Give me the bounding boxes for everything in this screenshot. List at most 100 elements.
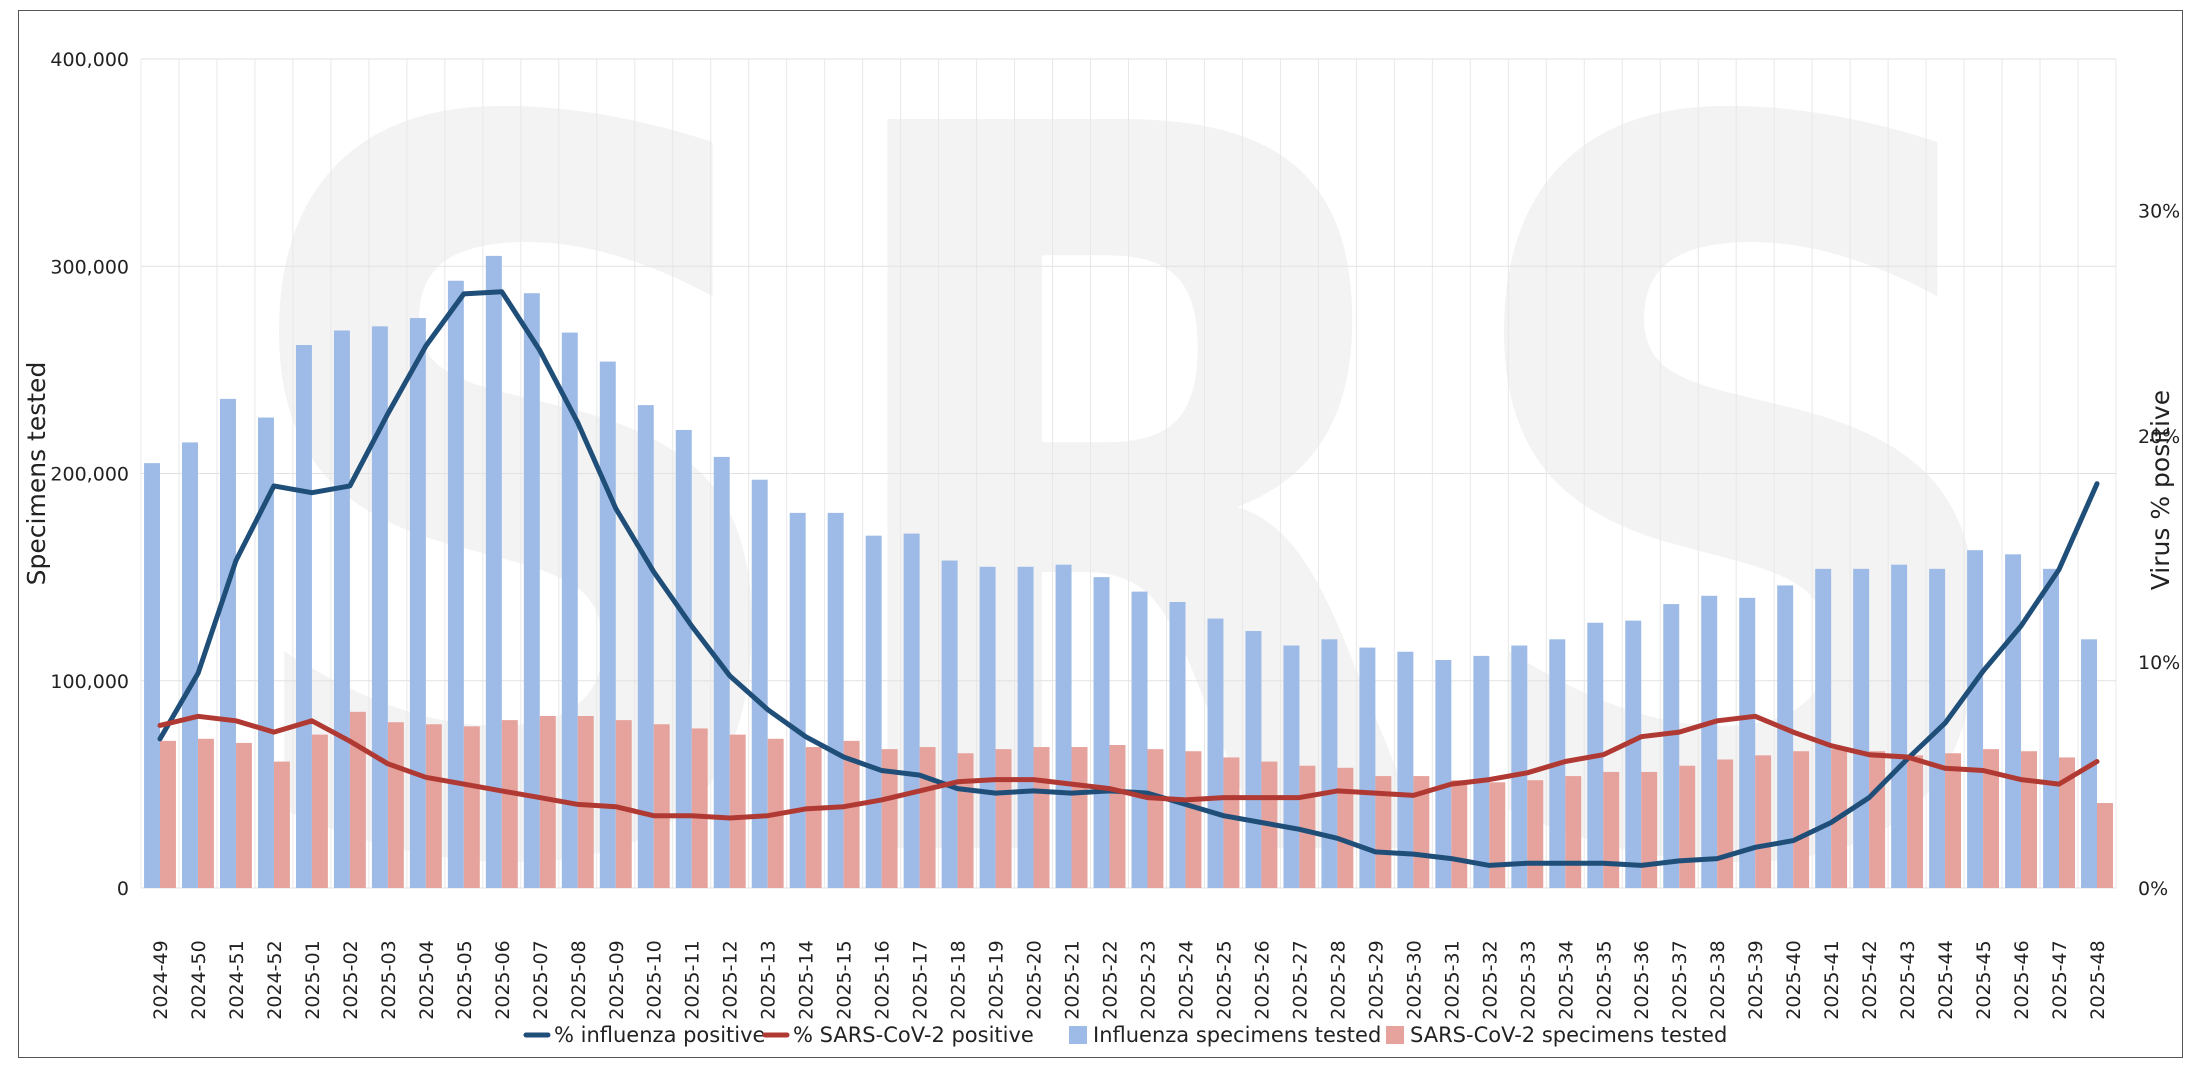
influenza-specimens-bar [1017, 566, 1034, 888]
influenza-specimens-bar [333, 330, 350, 888]
x-tick-label: 2025-19 [986, 940, 1008, 1019]
sars-cov-2-specimens-bar [1641, 771, 1658, 888]
y2-tick-label: 10% [2138, 652, 2180, 674]
influenza-specimens-bar [1359, 647, 1376, 888]
legend-label: SARS-CoV-2 specimens tested [1410, 1023, 1727, 1047]
influenza-specimens-bar [1435, 660, 1452, 888]
sars-cov-2-specimens-bar [1755, 755, 1772, 888]
x-tick-label: 2025-32 [1479, 940, 1501, 1019]
influenza-specimens-bar [561, 332, 578, 888]
x-tick-label: 2025-46 [2011, 940, 2033, 1019]
influenza-specimens-bar [1397, 651, 1414, 888]
sars-cov-2-specimens-bar [1793, 751, 1810, 888]
influenza-specimens-bar [182, 442, 198, 888]
x-tick-label: 2024-51 [226, 940, 248, 1019]
influenza-specimens-bar [1815, 568, 1832, 888]
x-tick-label: 2025-33 [1517, 940, 1539, 1019]
influenza-specimens-bar [1245, 631, 1262, 888]
x-tick-label: 2025-38 [1707, 940, 1729, 1019]
legend-label: Influenza specimens tested [1093, 1023, 1381, 1047]
x-tick-label: 2025-41 [1821, 940, 1843, 1019]
sars-cov-2-specimens-bar [1717, 759, 1734, 888]
sars-cov-2-specimens-bar [1223, 757, 1240, 888]
sars-cov-2-specimens-bar [1185, 751, 1202, 888]
x-tick-label: 2025-37 [1669, 940, 1691, 1019]
sars-cov-2-specimens-bar [159, 740, 176, 888]
x-tick-label: 2025-29 [1365, 940, 1387, 1019]
x-tick-label: 2025-20 [1024, 940, 1046, 1019]
influenza-specimens-bar [979, 566, 996, 888]
influenza-specimens-bar [1701, 595, 1718, 888]
influenza-specimens-bar [1663, 604, 1680, 888]
x-tick-label: 2025-25 [1213, 940, 1235, 1019]
sars-cov-2-specimens-bar [1679, 765, 1696, 888]
sars-cov-2-specimens-bar [957, 753, 974, 888]
influenza-specimens-bar [1473, 655, 1490, 888]
chart-frame: SRS 0 100,000 200,000 300,000 400,000 0% 10% 20… [18, 10, 2183, 1059]
sars-cov-2-specimens-bar [995, 749, 1012, 888]
y-axis-title: Specimens tested [22, 362, 51, 586]
sars-cov-2-specimens-bar [197, 738, 214, 888]
x-tick-label: 2025-24 [1175, 940, 1197, 1019]
x-tick-label: 2025-28 [1327, 940, 1349, 1019]
legend-bar-swatch [1069, 1026, 1087, 1044]
bar-layer [144, 255, 2113, 889]
influenza-specimens-bar [2005, 554, 2022, 888]
x-tick-label: 2025-01 [302, 940, 324, 1019]
sars-cov-2-specimens-bar [425, 724, 442, 888]
sars-cov-2-positive-line [157, 713, 2100, 821]
x-tick-label: 2025-05 [454, 940, 476, 1019]
influenza-specimens-bar [1283, 645, 1300, 888]
sars-cov-2-specimens-bar [881, 749, 898, 888]
sars-cov-2-specimens-bar [577, 715, 594, 888]
x-tick-label: 2025-39 [1745, 940, 1767, 1019]
sars-cov-2-specimens-bar [691, 728, 708, 888]
influenza-specimens-bar [1739, 597, 1756, 888]
y-tick-label: 400,000 [50, 49, 129, 71]
sars-cov-2-specimens-bar [653, 724, 670, 888]
x-tick-label: 2025-03 [378, 940, 400, 1019]
influenza-specimens-bar [1511, 645, 1528, 888]
sars-cov-2-specimens-bar [1337, 767, 1354, 888]
influenza-specimens-bar [1321, 639, 1338, 888]
x-tick-label: 2025-02 [340, 940, 362, 1019]
sars-cov-2-specimens-bar [2097, 803, 2113, 888]
x-tick-label: 2025-36 [1631, 940, 1653, 1019]
influenza-specimens-bar [1967, 550, 1984, 888]
influenza-specimens-bar [1093, 577, 1110, 888]
sars-cov-2-specimens-bar [1033, 747, 1050, 888]
x-tick-label: 2024-49 [150, 940, 172, 1019]
influenza-specimens-bar [865, 535, 882, 888]
x-tick-label: 2025-15 [834, 940, 856, 1019]
sars-cov-2-specimens-bar [1603, 771, 1620, 888]
sars-cov-2-specimens-bar [1109, 744, 1126, 888]
y2-tick-label: 0% [2138, 878, 2168, 900]
sars-cov-2-specimens-bar [1147, 749, 1164, 888]
sars-cov-2-specimens-bar [1527, 780, 1544, 888]
sars-cov-2-specimens-bar [729, 734, 746, 888]
sars-cov-2-specimens-bar [1907, 755, 1924, 888]
y-tick-label: 300,000 [50, 256, 129, 278]
influenza-specimens-bar [220, 398, 236, 888]
influenza-specimens-bar [713, 456, 730, 888]
x-tick-label: 2025-13 [758, 940, 780, 1019]
sars-cov-2-specimens-bar [311, 734, 328, 888]
influenza-specimens-bar [257, 417, 274, 888]
influenza-specimens-bar [789, 512, 806, 888]
influenza-specimens-bar [941, 560, 958, 888]
x-tick-label: 2025-42 [1859, 940, 1881, 1019]
sars-cov-2-specimens-bar [1071, 747, 1088, 888]
x-tick-label: 2025-12 [720, 940, 742, 1019]
influenza-specimens-bar [903, 533, 920, 888]
x-tick-label: 2025-23 [1137, 940, 1159, 1019]
sars-cov-2-specimens-bar [1489, 782, 1506, 888]
influenza-specimens-bar [1625, 620, 1642, 888]
sars-cov-2-specimens-bar [1945, 753, 1962, 888]
sars-cov-2-specimens-bar [2021, 751, 2037, 888]
sars-cov-2-specimens-bar [843, 740, 860, 888]
x-tick-label: 2025-14 [796, 940, 818, 1019]
x-tick-label: 2024-50 [188, 940, 210, 1019]
sars-cov-2-specimens-bar [501, 720, 518, 888]
influenza-specimens-bar [1207, 618, 1224, 888]
sars-cov-2-specimens-bar [235, 742, 252, 888]
